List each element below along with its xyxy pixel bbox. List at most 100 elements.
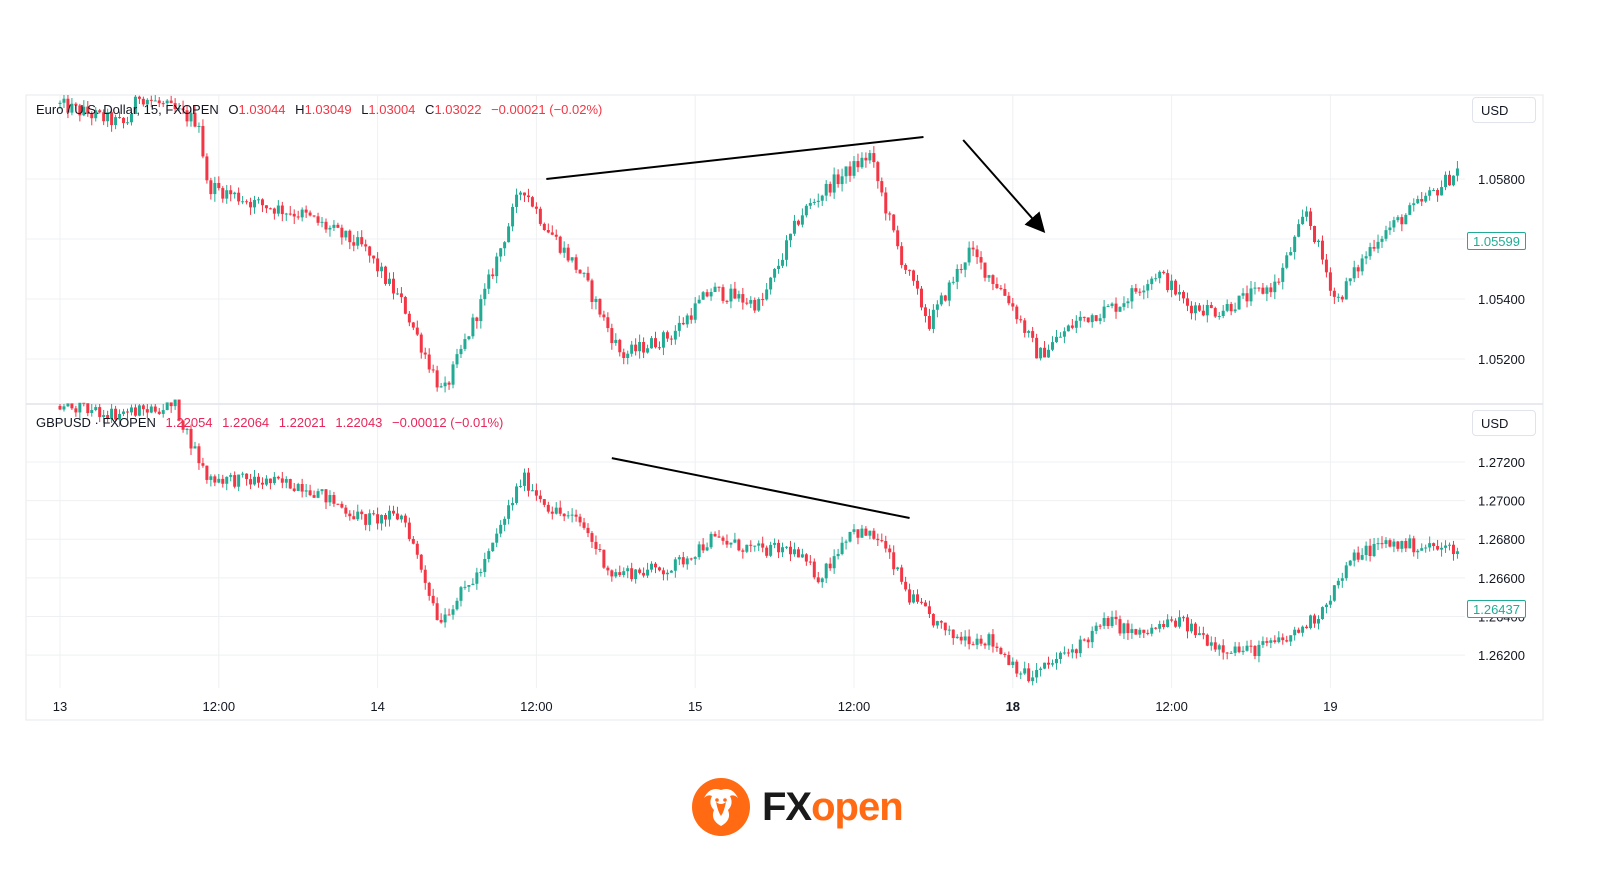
candle-body — [1110, 616, 1114, 627]
candle-body — [129, 407, 133, 413]
candle-body — [1455, 168, 1459, 176]
candle-body — [439, 619, 443, 623]
candle-body — [384, 266, 388, 284]
candle-body — [916, 594, 920, 602]
candle-body — [1114, 303, 1118, 312]
candle-body — [1086, 317, 1090, 323]
candle-body — [225, 476, 229, 484]
candle-body — [499, 248, 503, 257]
candle-body — [1031, 677, 1035, 682]
candle-body — [729, 288, 733, 302]
candle-body — [757, 543, 761, 546]
candle-body — [1154, 278, 1158, 280]
candle-body — [511, 502, 515, 506]
candle-body — [1031, 331, 1035, 338]
candle-body — [125, 411, 129, 413]
candle-body — [324, 489, 328, 503]
candle-body — [1054, 336, 1058, 343]
candle-body — [558, 507, 562, 514]
candle-body — [1257, 287, 1261, 289]
candle-body — [177, 108, 181, 110]
candle-body — [62, 98, 66, 103]
candle-body — [66, 98, 70, 113]
candle-body — [312, 495, 316, 498]
candle-body — [860, 157, 864, 168]
candle-body — [522, 472, 526, 486]
candle-body — [669, 570, 673, 573]
eurusd-close: C1.03022 — [425, 102, 482, 117]
candle-body — [451, 364, 455, 385]
candle-body — [118, 117, 122, 119]
candle-body — [888, 548, 892, 553]
candle-body — [1011, 661, 1015, 666]
candle-body — [804, 205, 808, 216]
candle-body — [169, 100, 173, 104]
gbpusd-open: 1.22054 — [165, 415, 213, 430]
candle-body — [1158, 624, 1162, 629]
candle-body — [785, 546, 789, 548]
candle-body — [1205, 634, 1209, 646]
candle-body — [1062, 331, 1066, 337]
candle-body — [241, 473, 245, 475]
candle-body — [602, 314, 606, 318]
candle-body — [856, 161, 860, 168]
candle-body — [98, 110, 102, 113]
candle-body — [757, 299, 761, 311]
candle-body — [90, 410, 94, 414]
candle-body — [312, 215, 316, 217]
candle-body — [570, 514, 574, 516]
eurusd-currency-button[interactable]: USD — [1472, 97, 1536, 123]
candle-body — [78, 402, 82, 413]
candle-body — [777, 265, 781, 270]
candle-body — [467, 585, 471, 587]
candle-body — [1293, 236, 1297, 253]
candle-body — [1380, 543, 1384, 545]
candle-body — [860, 528, 864, 538]
gbpusd-change: −0.00012 (−0.01%) — [392, 415, 504, 430]
candle-body — [923, 602, 927, 607]
candle-body — [507, 226, 511, 243]
candle-body — [721, 287, 725, 301]
candle-body — [1388, 540, 1392, 547]
candle-body — [983, 262, 987, 278]
candle-body — [816, 577, 820, 583]
candle-body — [590, 533, 594, 542]
candle-body — [177, 399, 181, 421]
candle-body — [1289, 252, 1293, 256]
candle-body — [661, 570, 665, 575]
candle-body — [538, 495, 542, 500]
candle-body — [1221, 645, 1225, 653]
candle-body — [1400, 217, 1404, 225]
candle-body — [614, 339, 618, 343]
candle-body — [201, 463, 205, 466]
candle-body — [368, 513, 372, 525]
candle-body — [876, 538, 880, 541]
candle-body — [800, 215, 804, 225]
gbpusd-currency-button[interactable]: USD — [1472, 410, 1536, 436]
candle-body — [638, 569, 642, 573]
candle-body — [197, 446, 201, 464]
candle-body — [308, 490, 312, 496]
candle-body — [423, 569, 427, 583]
candle-body — [1245, 645, 1249, 651]
candle-body — [1451, 175, 1455, 186]
candle-body — [1197, 305, 1201, 311]
candle-body — [923, 307, 927, 316]
candle-body — [1384, 230, 1388, 239]
candle-body — [832, 556, 836, 569]
candle-body — [650, 338, 654, 349]
candle-body — [1078, 316, 1082, 321]
candle-body — [546, 230, 550, 233]
candle-body — [58, 405, 62, 410]
candle-body — [1392, 541, 1396, 547]
candle-body — [967, 636, 971, 645]
candle-body — [995, 646, 999, 648]
gbpusd-last-price-badge: 1.26437 — [1467, 600, 1526, 618]
candle-body — [816, 200, 820, 202]
candle-body — [967, 247, 971, 263]
candle-body — [773, 542, 777, 545]
candle-body — [1182, 617, 1186, 619]
eurusd-title: Euro / U.S. Dollar, 15, FXOPEN — [36, 102, 219, 117]
candle-body — [900, 567, 904, 582]
candle-body — [495, 533, 499, 543]
